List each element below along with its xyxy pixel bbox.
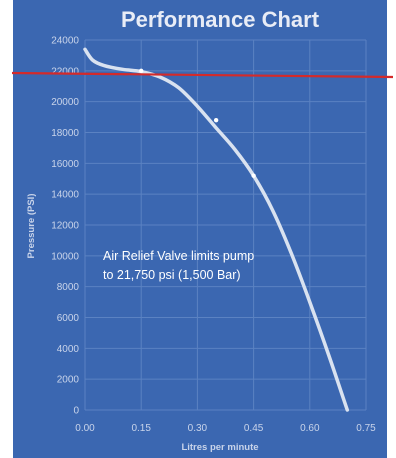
data-point — [251, 173, 256, 178]
y-tick-label: 8000 — [57, 282, 80, 293]
x-tick-label: 0.30 — [188, 423, 208, 434]
annotation-line-2: to 21,750 psi (1,500 Bar) — [103, 268, 241, 282]
y-tick-label: 10000 — [51, 251, 79, 262]
y-tick-label: 2000 — [57, 375, 80, 386]
annotation-line-1: Air Relief Valve limits pump — [103, 249, 254, 263]
series-layer — [83, 47, 350, 412]
y-tick-label: 0 — [73, 406, 79, 417]
y-axis-ticks: 0 2000 4000 6000 8000 10000 12000 14000 16000 180… — [51, 36, 79, 417]
reference-line — [11, 71, 394, 79]
y-tick-label: 6000 — [57, 313, 80, 324]
gridlines — [84, 39, 367, 411]
y-axis-label: Pressure (PSI) — [26, 194, 37, 259]
x-axis-label: Litres per minute — [181, 442, 258, 453]
y-tick-label: 20000 — [51, 97, 79, 108]
x-tick-label: 0.00 — [75, 423, 95, 434]
data-point — [139, 68, 144, 74]
x-axis-ticks: 0.00 0.15 0.30 0.45 0.60 0.75 — [75, 423, 376, 434]
x-tick-label: 0.60 — [300, 423, 320, 434]
x-tick-label: 0.15 — [131, 423, 151, 434]
markers-layer — [139, 68, 256, 178]
series-line — [83, 47, 350, 412]
y-tick-label: 14000 — [51, 190, 79, 201]
y-tick-label: 4000 — [57, 344, 80, 355]
data-point — [213, 117, 219, 123]
y-tick-label: 18000 — [51, 128, 79, 139]
y-tick-label: 12000 — [51, 221, 79, 232]
x-tick-label: 0.45 — [244, 423, 264, 434]
y-tick-label: 22000 — [51, 66, 79, 77]
x-tick-label: 0.75 — [356, 423, 376, 434]
y-tick-label: 24000 — [51, 36, 79, 47]
chart-title: Performance Chart — [121, 7, 320, 32]
y-tick-label: 16000 — [51, 159, 79, 170]
